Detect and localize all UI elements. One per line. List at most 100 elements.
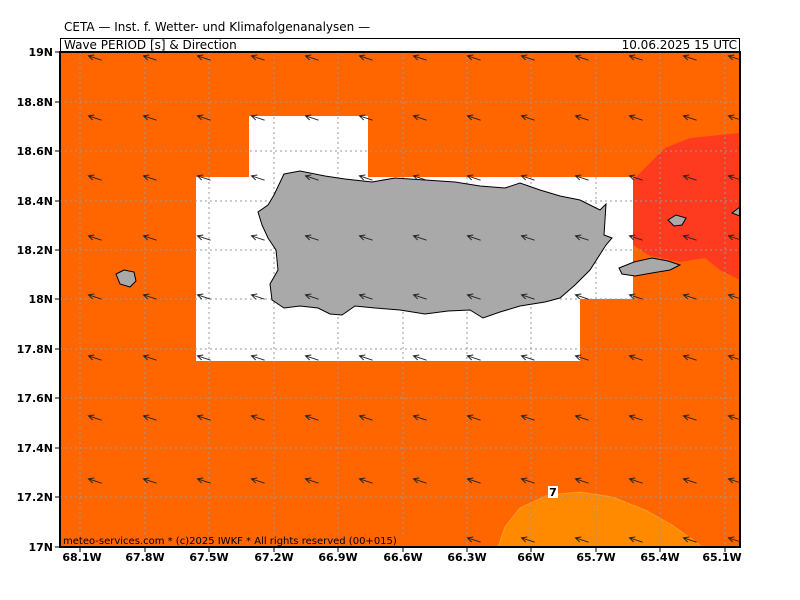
wave-arrow <box>250 114 265 121</box>
wave-arrow <box>574 536 589 543</box>
wave-arrow <box>142 477 157 484</box>
wave-arrow <box>520 354 535 361</box>
wave-arrow <box>196 174 211 181</box>
wave-arrow <box>196 114 211 121</box>
wave-arrow <box>358 114 373 121</box>
chart-title: CETA — Inst. f. Wetter- und Klimafolgena… <box>64 20 371 34</box>
wave-arrow <box>466 536 481 543</box>
wave-arrow <box>574 114 589 121</box>
lat-label: 17N <box>28 541 53 554</box>
contour-label: 7 <box>549 486 557 499</box>
wave-arrow <box>304 114 319 121</box>
wave-arrow <box>574 174 589 181</box>
low-period-region <box>498 492 705 547</box>
wave-arrow <box>304 293 319 300</box>
wave-arrow <box>466 414 481 421</box>
puerto-rico-landmass <box>257 170 613 319</box>
wave-arrow <box>196 54 211 61</box>
wave-arrow <box>466 114 481 121</box>
wave-arrow <box>682 414 697 421</box>
wave-arrow <box>628 114 643 121</box>
wave-arrow <box>142 414 157 421</box>
wave-arrow <box>250 477 265 484</box>
wave-arrow <box>574 414 589 421</box>
wave-arrow <box>142 114 157 121</box>
wave-arrow <box>466 54 481 61</box>
lat-label: 18.6N <box>17 145 53 158</box>
longitude-labels: 68.1W 67.8W 67.5W 67.2W 66.9W 66.6W 66.3… <box>62 551 741 564</box>
lon-label: 66.6W <box>383 551 422 564</box>
wave-arrow <box>304 354 319 361</box>
wave-arrow <box>682 477 697 484</box>
wave-arrow <box>358 354 373 361</box>
wave-arrow <box>520 477 535 484</box>
wave-arrow <box>682 114 697 121</box>
parameter-label: Wave PERIOD [s] & Direction <box>64 38 237 52</box>
wave-arrow <box>196 293 211 300</box>
virgin-islands-edge <box>730 206 740 217</box>
wave-arrow <box>412 114 427 121</box>
lon-label: 65.4W <box>640 551 679 564</box>
wave-arrow <box>304 174 319 181</box>
wave-arrow <box>358 234 373 241</box>
wave-arrow <box>304 234 319 241</box>
lat-label: 18N <box>28 293 53 306</box>
wave-arrow <box>412 477 427 484</box>
wave-arrow <box>142 354 157 361</box>
wave-arrow <box>628 536 643 543</box>
wave-arrow <box>628 54 643 61</box>
lat-label: 17.4N <box>17 442 53 455</box>
lat-label: 17.2N <box>17 491 53 504</box>
wave-arrow <box>466 477 481 484</box>
wave-arrow <box>520 414 535 421</box>
wave-arrow <box>412 234 427 241</box>
wave-arrow <box>196 414 211 421</box>
wave-arrow <box>682 54 697 61</box>
lon-label: 68.1W <box>62 551 101 564</box>
wave-arrow <box>682 536 697 543</box>
wave-arrow <box>142 293 157 300</box>
wave-arrow <box>87 414 102 421</box>
wave-arrow <box>682 174 697 181</box>
wave-arrow <box>574 234 589 241</box>
mona-island <box>115 269 137 288</box>
wave-arrow <box>574 293 589 300</box>
copyright-text: meteo-services.com * (c)2025 IWKF * All … <box>63 536 397 547</box>
wave-arrow <box>87 293 102 300</box>
wave-arrow <box>250 54 265 61</box>
wave-arrow <box>412 293 427 300</box>
wave-arrow <box>250 234 265 241</box>
lon-label: 66.9W <box>318 551 357 564</box>
lon-label: 67.2W <box>254 551 293 564</box>
wave-arrow <box>412 174 427 181</box>
lon-label: 66.3W <box>447 551 486 564</box>
vieques-island <box>618 257 682 277</box>
lon-label: 67.5W <box>189 551 228 564</box>
wave-arrow <box>466 174 481 181</box>
wave-arrow <box>682 234 697 241</box>
wave-arrow <box>574 54 589 61</box>
wave-arrow <box>628 414 643 421</box>
lat-label: 17.6N <box>17 392 53 405</box>
wave-arrow <box>304 54 319 61</box>
wave-arrow <box>87 174 102 181</box>
lat-label: 19N <box>28 46 53 59</box>
contour-line-7 <box>497 491 701 547</box>
wave-arrow <box>87 477 102 484</box>
wave-arrow <box>520 54 535 61</box>
lon-label: 66W <box>517 551 544 564</box>
wave-arrow <box>520 234 535 241</box>
wave-arrow <box>142 54 157 61</box>
valid-datetime: 10.06.2025 15 UTC <box>621 38 737 52</box>
wave-arrow <box>574 354 589 361</box>
wave-arrow <box>682 293 697 300</box>
wave-arrow <box>412 354 427 361</box>
wave-arrow <box>520 174 535 181</box>
wave-arrow <box>250 174 265 181</box>
lon-label: 65.7W <box>576 551 615 564</box>
wave-arrow <box>304 477 319 484</box>
wave-arrow <box>250 354 265 361</box>
wave-arrow <box>87 54 102 61</box>
wave-arrow <box>250 293 265 300</box>
